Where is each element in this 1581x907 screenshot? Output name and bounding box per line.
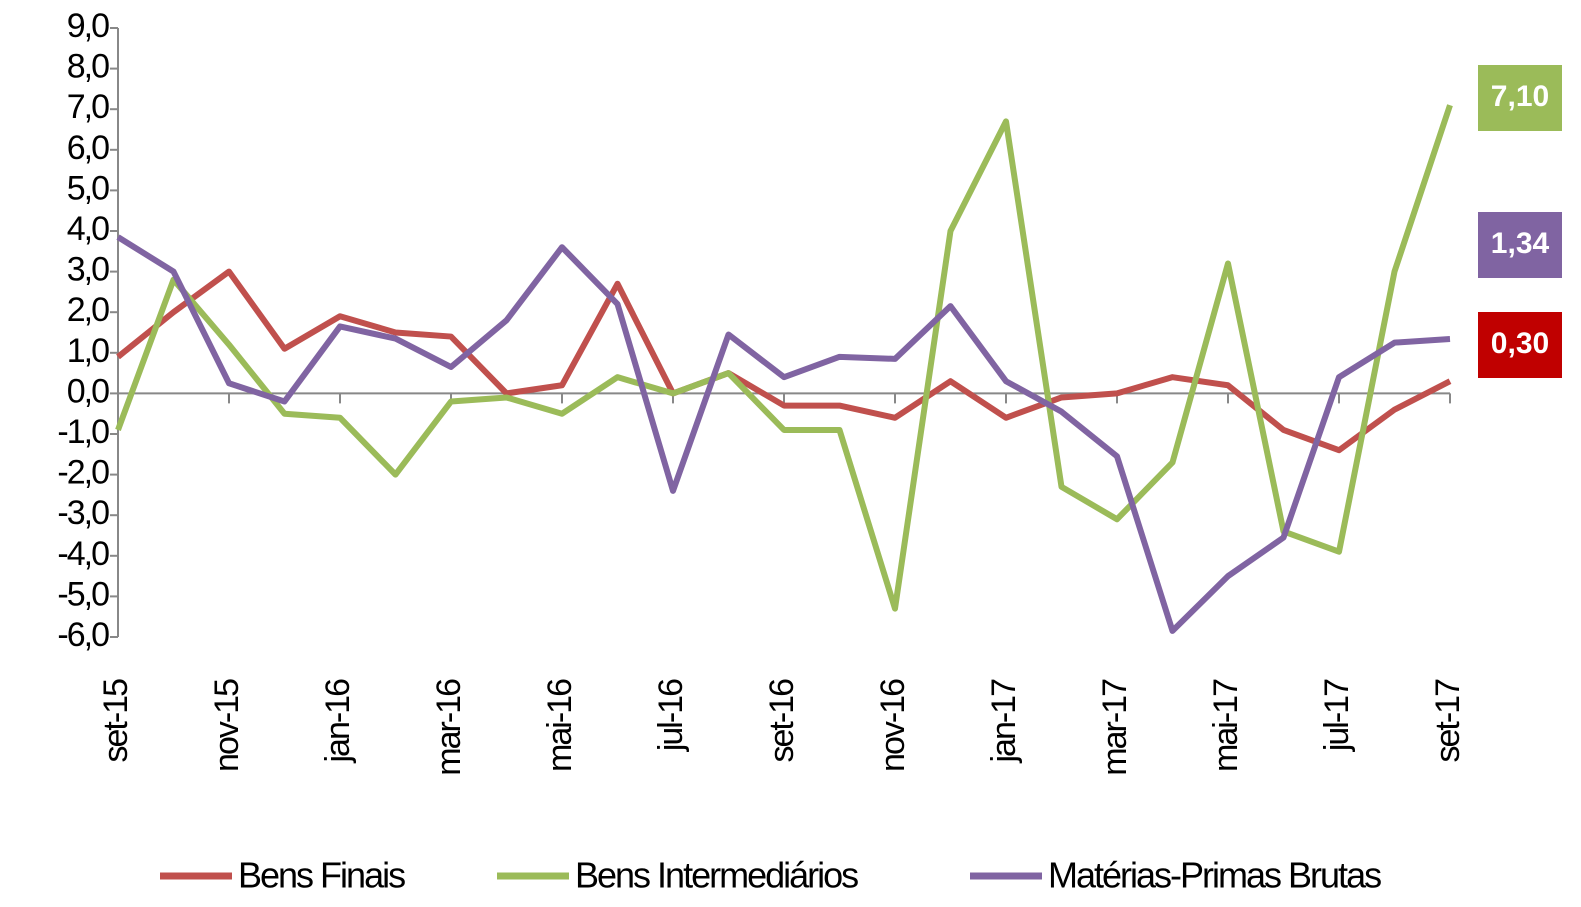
y-tick-label: -3,0 [57, 494, 109, 532]
y-tick-label: 8,0 [67, 48, 109, 86]
value-label: 1,34 [1491, 227, 1550, 260]
y-tick-label: 9,0 [67, 7, 109, 45]
y-tick-label: 3,0 [67, 251, 109, 289]
x-tick-label: jul-16 [652, 679, 690, 752]
y-tick-label: 0,0 [67, 372, 109, 410]
value-label-box [1478, 212, 1562, 278]
y-tick-label: -4,0 [57, 535, 109, 573]
value-label-box [1478, 65, 1562, 131]
y-tick-label: 1,0 [67, 332, 109, 370]
value-label: 7,10 [1491, 80, 1549, 113]
x-tick-label: nov-15 [208, 679, 246, 772]
legend-label: Bens Finais [238, 855, 405, 896]
x-tick-label: set-16 [763, 679, 801, 763]
y-tick-label: 4,0 [67, 210, 109, 248]
x-tick-label: mai-17 [1207, 679, 1245, 772]
value-label: 0,30 [1491, 327, 1549, 360]
x-tick-label: jan-16 [319, 679, 357, 764]
series-line [116, 268, 1452, 454]
y-tick-label: 2,0 [67, 291, 109, 329]
y-tick-label: -2,0 [57, 454, 109, 492]
series-line [115, 104, 1453, 612]
x-tick-label: mar-16 [430, 679, 468, 776]
x-tick-label: mai-16 [541, 679, 579, 772]
y-tick-label: -6,0 [57, 616, 109, 654]
y-tick-label: 6,0 [67, 129, 109, 167]
series-line [116, 234, 1451, 634]
x-tick-label: nov-16 [874, 679, 912, 772]
x-tick-label: jan-17 [985, 679, 1023, 764]
value-label-box [1478, 312, 1562, 378]
legend-label: Bens Intermediários [575, 855, 858, 896]
x-tick-label: set-15 [97, 679, 135, 763]
y-tick-label: 5,0 [67, 169, 109, 207]
x-tick-label: mar-17 [1096, 679, 1134, 776]
x-tick-label: jul-17 [1318, 679, 1356, 752]
y-tick-label: 7,0 [67, 88, 109, 126]
y-tick-label: -1,0 [57, 413, 109, 451]
x-tick-label: set-17 [1429, 679, 1467, 763]
y-tick-label: -5,0 [57, 575, 109, 613]
legend-label: Matérias-Primas Brutas [1048, 855, 1381, 896]
